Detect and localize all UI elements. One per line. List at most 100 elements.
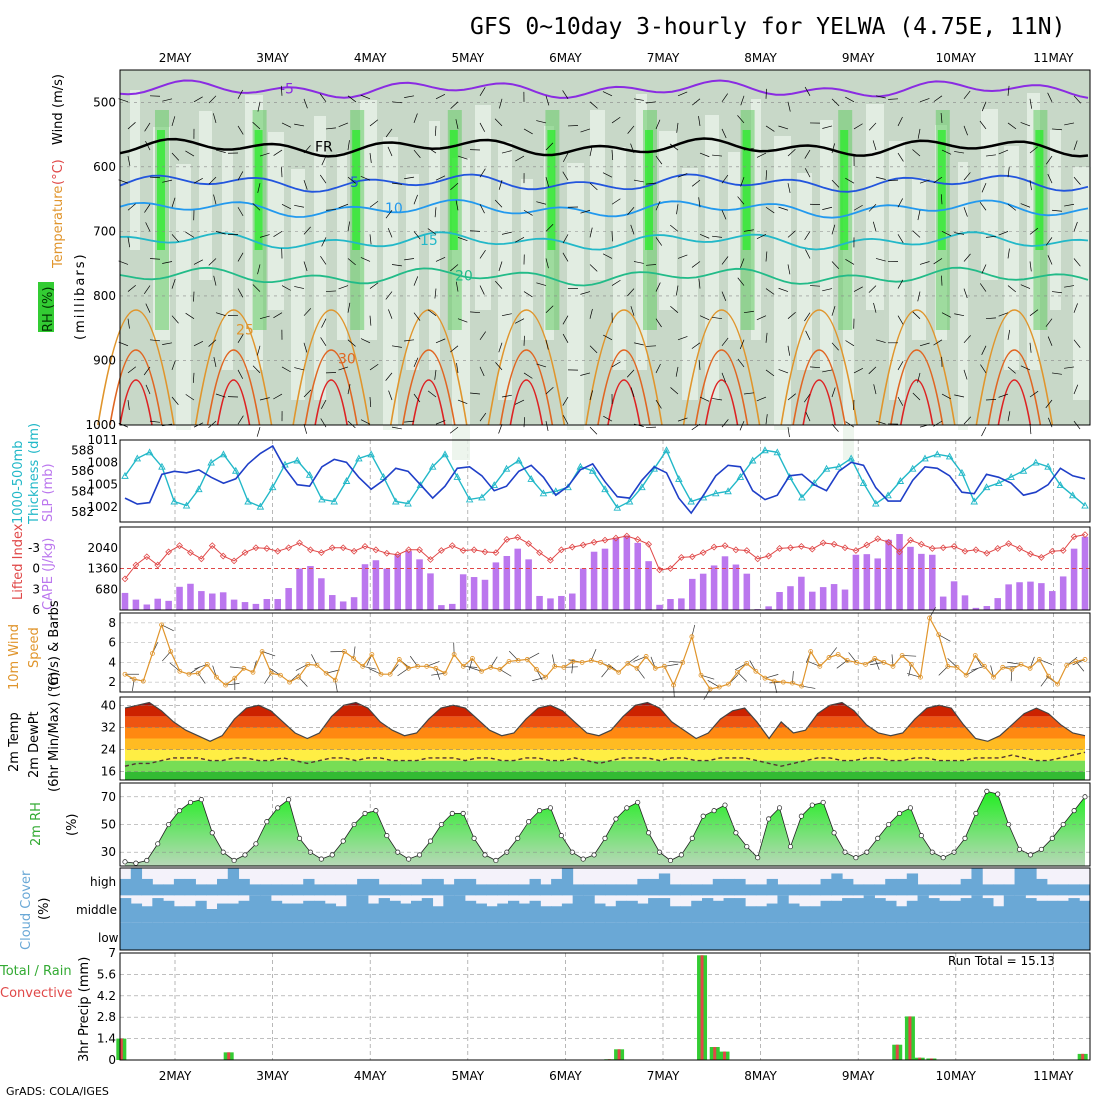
wind-barb: [940, 112, 943, 123]
lifted-index-point: [590, 538, 598, 546]
wind-barb: [499, 98, 503, 109]
rh2m-label: 2m RH: [29, 802, 44, 846]
temp-color-band: [125, 749, 1085, 761]
wind10m-point: [918, 674, 923, 680]
wind-barb: [321, 155, 327, 166]
y-tick-label: 800: [93, 289, 116, 303]
wind-barb: [281, 167, 283, 178]
wind10m-point: [799, 683, 804, 689]
wind-barb: [1047, 92, 1053, 102]
wind-barb: [1020, 284, 1031, 289]
precip-convective-label: Convective: [0, 986, 73, 1001]
cloud-cover-bar: [852, 922, 865, 950]
temp-color-band: [125, 738, 1085, 750]
wind-barb: [627, 288, 635, 297]
wind-barb: [1073, 258, 1081, 267]
cloud-cover-bar: [454, 922, 466, 950]
cloud-cover-bar: [1014, 895, 1026, 923]
cloud-cover-bar: [712, 878, 725, 896]
cloud-cover-bar: [637, 922, 649, 950]
thickness-point: [1044, 462, 1052, 470]
cape-bar: [241, 602, 249, 610]
wind-barb: [1029, 261, 1032, 272]
cape-bar: [525, 559, 532, 610]
wind-barb: [450, 101, 459, 109]
cloud-cover-bar: [788, 903, 800, 923]
temp-label-1: 2m Temp: [7, 712, 22, 772]
thickness-tick-label: 588: [71, 443, 94, 457]
cloud-cover-bar: [260, 895, 272, 923]
rh-point: [787, 844, 794, 850]
wind-barb: [208, 176, 217, 185]
wind10m-point: [808, 649, 814, 654]
cloud-cover-bar: [130, 903, 143, 923]
wind-barb: [919, 179, 930, 184]
isotherm-30-arc: [499, 349, 554, 426]
cloud-cover-bar: [195, 884, 207, 896]
rh-shading-moist: [449, 130, 458, 250]
wind-barb: [611, 279, 621, 286]
thickness-point: [305, 470, 314, 478]
wind-barb: [457, 318, 468, 323]
wind-barb: [303, 226, 311, 235]
cloud-cover-bar: [874, 922, 886, 950]
wind-barb: [273, 393, 283, 400]
panel-frames: [119, 69, 1091, 1061]
y-tick-label: 1000: [85, 418, 116, 432]
wind-barb: [435, 175, 446, 181]
cape-bar: [721, 556, 729, 610]
cape-bar: [896, 534, 903, 610]
cloud-cover-bar: [583, 884, 595, 896]
lifted-index-point: [187, 549, 194, 556]
lifted-index-point: [1027, 550, 1034, 558]
wind-barb: [1073, 140, 1078, 151]
wind-barb: [360, 94, 371, 100]
cloud-cover-bar: [1046, 900, 1059, 923]
wind-barb: [646, 264, 657, 266]
wind10m-point: [534, 666, 539, 672]
wind-barb: [413, 113, 418, 124]
wind-barb: [1007, 411, 1011, 422]
wind-barb: [737, 277, 745, 286]
wind-barb: [589, 101, 598, 109]
wind-barb: [435, 257, 446, 262]
wind-barb: [853, 204, 863, 211]
panel-frame-thk: [119, 439, 1091, 523]
thickness-point: [601, 485, 609, 493]
wind-barb: [1029, 227, 1039, 235]
rh-point: [602, 835, 608, 841]
thickness-point: [490, 481, 498, 489]
wind10m-point: [332, 677, 338, 683]
cloud-cover-bar: [906, 900, 919, 923]
cloud-cover-bar: [896, 906, 908, 923]
wind-barb: [404, 176, 415, 180]
wind-barb: [387, 227, 393, 238]
cape-bar: [699, 573, 707, 610]
wind-barb: [1007, 366, 1016, 374]
wind-barb: [721, 372, 726, 383]
wind10m-label-3: (m/s) & Barbs: [47, 600, 62, 690]
thickness-point: [798, 493, 806, 501]
wind-barb: [369, 200, 379, 208]
lifted-index-point: [874, 535, 882, 543]
cape-bar: [307, 566, 314, 610]
isotherm-30-arc: [694, 349, 749, 426]
rh-shading-dry: [705, 115, 719, 400]
wind-barb: [523, 372, 533, 379]
wind-barb: [562, 171, 569, 181]
cloud-cover-bar: [799, 884, 811, 896]
precip-convective-bar: [895, 1044, 899, 1060]
wind-barb: [633, 179, 644, 183]
cape-bar: [372, 560, 380, 610]
cloud-cover-bar: [432, 878, 444, 896]
temp-color-band: [125, 702, 1085, 706]
wind-barb: [369, 396, 372, 408]
wind10m-point: [1027, 665, 1033, 671]
cloud-cover-bar: [615, 884, 628, 896]
wind10m-point: [854, 659, 859, 665]
wind-barb: [185, 231, 195, 238]
wind-barb: [875, 258, 886, 262]
wind-barb: [294, 367, 305, 371]
cape-bar: [1005, 584, 1012, 610]
